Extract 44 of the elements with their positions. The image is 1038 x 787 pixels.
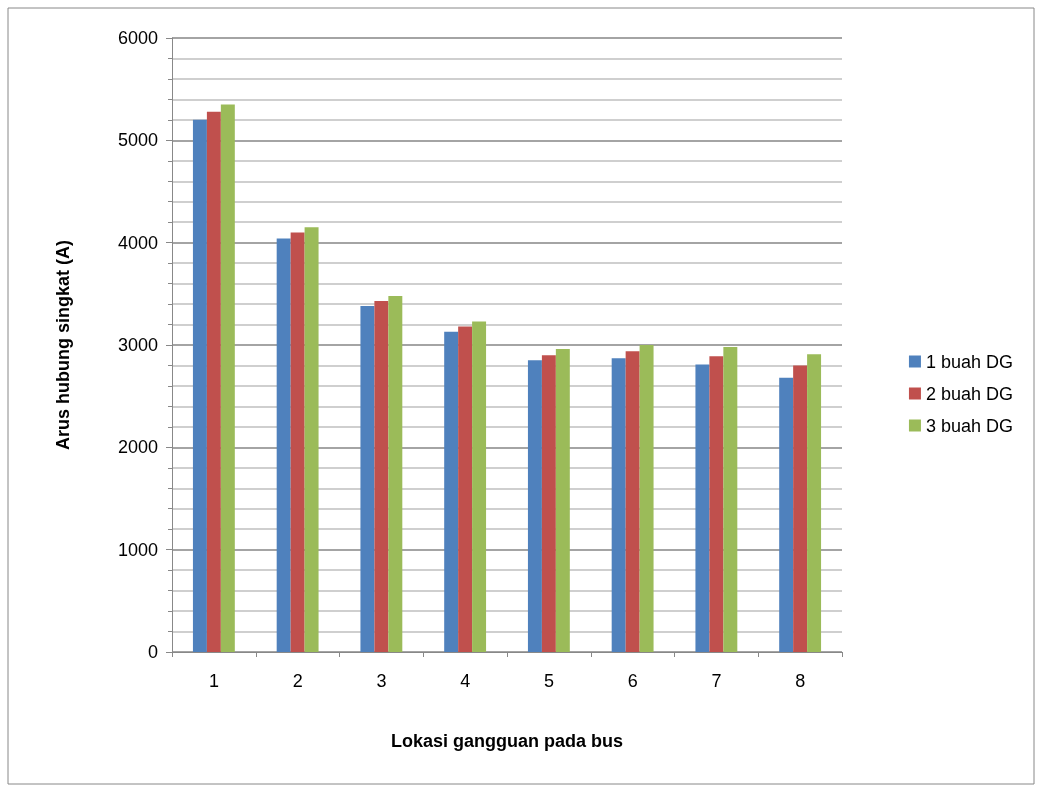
bar bbox=[220, 104, 235, 652]
bar bbox=[374, 301, 389, 652]
bar bbox=[779, 377, 794, 652]
bar bbox=[192, 119, 207, 652]
bar bbox=[793, 365, 808, 652]
x-tick-label: 4 bbox=[460, 671, 471, 691]
bar bbox=[388, 295, 403, 652]
x-tick-label: 2 bbox=[292, 671, 303, 691]
x-tick-label: 5 bbox=[543, 671, 554, 691]
bar bbox=[709, 356, 724, 652]
legend-label: 2 buah DG bbox=[925, 383, 1014, 404]
bar bbox=[276, 238, 291, 652]
bar bbox=[639, 345, 654, 652]
y-axis-title: Arus hubung singkat (A) bbox=[53, 240, 73, 450]
x-tick-label: 3 bbox=[376, 671, 387, 691]
y-tick-label: 1000 bbox=[117, 539, 158, 560]
x-tick-label: 6 bbox=[627, 671, 638, 691]
x-tick-label: 1 bbox=[208, 671, 219, 691]
bar bbox=[541, 355, 556, 652]
bar bbox=[723, 347, 738, 652]
y-tick-label: 2000 bbox=[117, 437, 158, 458]
y-tick-label: 0 bbox=[147, 642, 158, 662]
legend-label: 3 buah DG bbox=[925, 415, 1014, 436]
bar bbox=[472, 321, 487, 652]
bar bbox=[206, 111, 221, 652]
bar bbox=[527, 360, 542, 652]
bar bbox=[458, 326, 473, 652]
bar bbox=[807, 354, 822, 652]
y-tick-label: 4000 bbox=[117, 232, 158, 253]
bar bbox=[444, 331, 459, 652]
y-tick-label: 5000 bbox=[117, 130, 158, 151]
bar bbox=[555, 349, 570, 652]
x-tick-label: 7 bbox=[711, 671, 722, 691]
bar bbox=[304, 227, 319, 652]
bar bbox=[695, 364, 710, 652]
bar bbox=[290, 232, 305, 652]
y-tick-label: 6000 bbox=[117, 28, 158, 48]
y-tick-label: 3000 bbox=[117, 335, 158, 355]
x-tick-label: 8 bbox=[795, 671, 806, 691]
x-axis-title: Lokasi gangguan pada bus bbox=[390, 731, 624, 751]
bar bbox=[360, 306, 375, 652]
legend-label: 1 buah DG bbox=[925, 351, 1014, 372]
bar bbox=[625, 351, 640, 652]
bar bbox=[611, 358, 626, 652]
